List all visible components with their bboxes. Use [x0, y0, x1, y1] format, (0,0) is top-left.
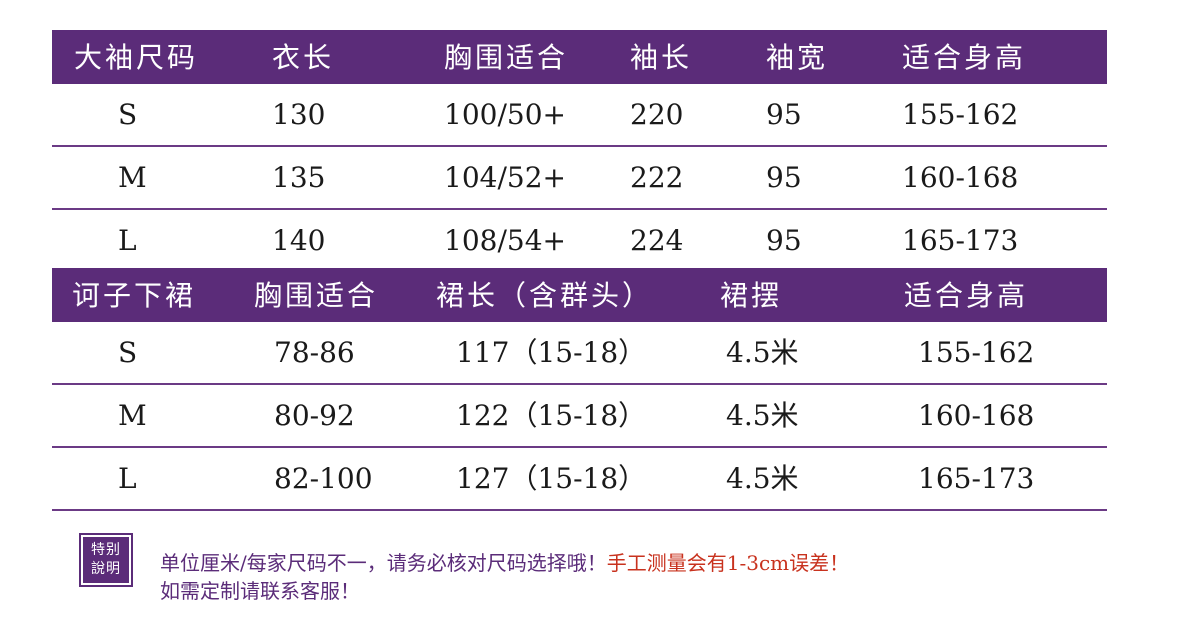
header-height: 适合身高: [902, 41, 1027, 74]
sleeve-width-cell: 95: [766, 224, 802, 257]
height-cell: 160-168: [902, 161, 1019, 194]
sleeve-size-table: 大袖尺码 衣长 胸围适合 袖长 袖宽 适合身高 S 130 100/50+ 22…: [52, 30, 1107, 271]
badge-line-1: 特别: [91, 542, 121, 558]
header-sleeve-length: 袖长: [630, 41, 693, 74]
height-cell: 155-162: [918, 336, 1035, 369]
note-main-text: 单位厘米/每家尺码不一，请务必核对尺码选择哦！: [160, 551, 607, 575]
sleeve-width-cell: 95: [766, 161, 802, 194]
sleeve-length-cell: 222: [630, 161, 684, 194]
height-cell: 155-162: [902, 98, 1019, 131]
header-size: 大袖尺码: [74, 41, 199, 74]
size-cell: S: [118, 98, 138, 131]
sleeve-length-cell: 224: [630, 224, 684, 257]
header-sleeve-width: 袖宽: [766, 41, 829, 74]
sleeve-length-cell: 220: [630, 98, 684, 131]
header-length: 衣长: [272, 41, 335, 74]
bust-cell: 104/52+: [444, 161, 566, 194]
table-row: M 80-92 122（15-18） 4.5米 160-168: [52, 385, 1107, 448]
table-row: L 82-100 127（15-18） 4.5米 165-173: [52, 448, 1107, 511]
size-cell: L: [118, 224, 137, 257]
height-cell: 160-168: [918, 399, 1035, 432]
special-note-badge: 特别 說明: [79, 533, 133, 587]
skirt-length-cell: 117（15-18）: [456, 336, 647, 369]
size-cell: L: [118, 462, 137, 495]
header-bust: 胸围适合: [444, 41, 569, 74]
note-line-1: 单位厘米/每家尺码不一，请务必核对尺码选择哦！手工测量会有1-3cm误差！: [160, 549, 849, 577]
table-row: M 135 104/52+ 222 95 160-168: [52, 147, 1107, 210]
header-height: 适合身高: [904, 279, 1029, 312]
sleeve-width-cell: 95: [766, 98, 802, 131]
size-cell: M: [118, 399, 147, 432]
measurement-note: 单位厘米/每家尺码不一，请务必核对尺码选择哦！手工测量会有1-3cm误差！ 如需…: [160, 549, 849, 605]
bust-cell: 100/50+: [444, 98, 566, 131]
table-header: 大袖尺码 衣长 胸围适合 袖长 袖宽 适合身高: [52, 30, 1107, 84]
bust-cell: 108/54+: [444, 224, 566, 257]
badge-line-2: 說明: [91, 561, 121, 577]
bust-cell: 80-92: [274, 399, 355, 432]
header-hem: 裙摆: [720, 279, 783, 312]
table-row: L 140 108/54+ 224 95 165-173: [52, 210, 1107, 271]
table-header: 诃子下裙 胸围适合 裙长（含群头） 裙摆 适合身高: [52, 268, 1107, 322]
hem-cell: 4.5米: [726, 336, 799, 369]
length-cell: 130: [272, 98, 326, 131]
table-row: S 78-86 117（15-18） 4.5米 155-162: [52, 322, 1107, 385]
header-skirt-length: 裙长（含群头）: [436, 279, 654, 312]
size-cell: S: [118, 336, 138, 369]
hem-cell: 4.5米: [726, 399, 799, 432]
bust-cell: 82-100: [274, 462, 373, 495]
note-line-2: 如需定制请联系客服！: [160, 579, 360, 603]
hem-cell: 4.5米: [726, 462, 799, 495]
note-warning-text: 手工测量会有1-3cm误差！: [606, 551, 850, 575]
header-size: 诃子下裙: [72, 279, 197, 312]
skirt-length-cell: 127（15-18）: [456, 462, 647, 495]
size-cell: M: [118, 161, 147, 194]
table-row: S 130 100/50+ 220 95 155-162: [52, 84, 1107, 147]
header-bust: 胸围适合: [254, 279, 379, 312]
skirt-size-table: 诃子下裙 胸围适合 裙长（含群头） 裙摆 适合身高 S 78-86 117（15…: [52, 268, 1107, 511]
skirt-length-cell: 122（15-18）: [456, 399, 647, 432]
length-cell: 140: [272, 224, 326, 257]
height-cell: 165-173: [918, 462, 1035, 495]
height-cell: 165-173: [902, 224, 1019, 257]
length-cell: 135: [272, 161, 326, 194]
bust-cell: 78-86: [274, 336, 355, 369]
